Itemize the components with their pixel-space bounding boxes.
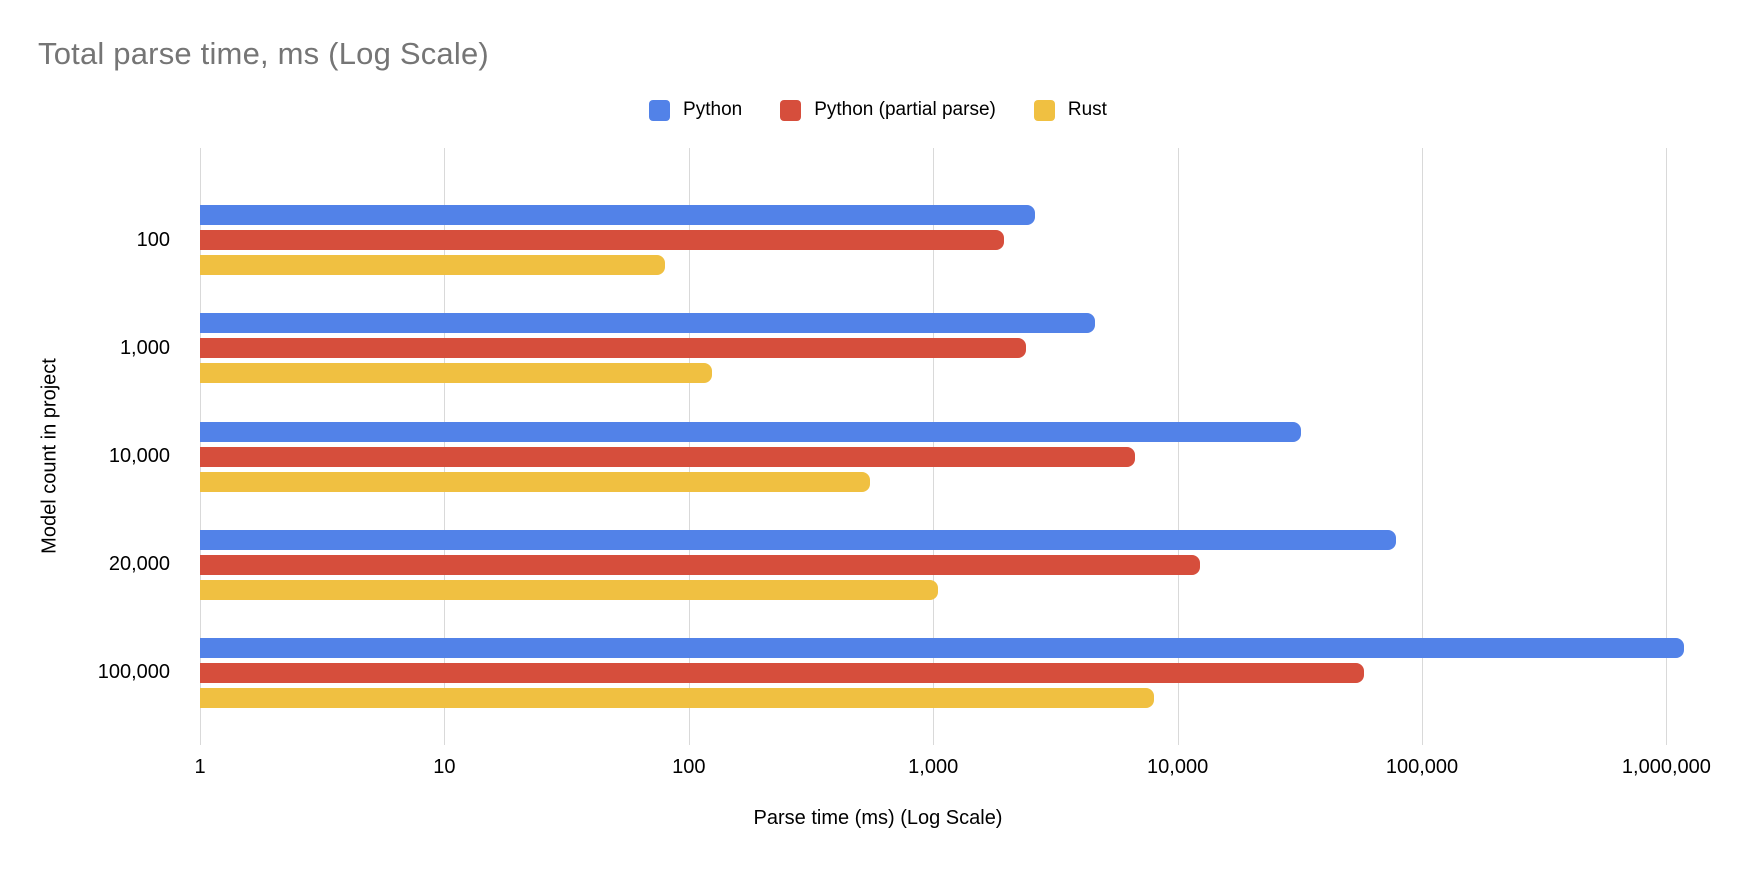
bar-python-10-000[interactable]	[200, 421, 1302, 442]
legend-swatch-icon	[649, 99, 671, 121]
bar-rust-20-000[interactable]	[200, 579, 939, 600]
legend-label: Python (partial parse)	[814, 99, 996, 120]
y-axis-labels: 100 1,000 10,000 20,000 100,000	[0, 186, 170, 727]
x-axis-tick-label: 10,000	[1147, 756, 1209, 778]
bar-python-partial-parse-100-000[interactable]	[200, 662, 1365, 683]
bar-rust-1-000[interactable]	[200, 363, 713, 384]
gridline	[1666, 148, 1668, 745]
bar-group-100	[200, 186, 1740, 294]
legend-label: Rust	[1067, 99, 1107, 120]
bar-python-100-000[interactable]	[200, 637, 1684, 658]
legend-label: Python	[683, 99, 743, 120]
bar-group-10-000	[200, 402, 1740, 510]
x-axis-tick-label: 1,000,000	[1621, 756, 1711, 778]
legend: Python Python (partial parse) Rust	[0, 99, 1756, 121]
gridline	[1422, 148, 1424, 745]
bar-rust-100-000[interactable]	[200, 687, 1154, 708]
bar-python-partial-parse-100[interactable]	[200, 230, 1005, 251]
bar-python-partial-parse-10-000[interactable]	[200, 446, 1136, 467]
bar-group-1-000	[200, 294, 1740, 402]
bar-python-100[interactable]	[200, 205, 1035, 226]
bars-layer	[200, 186, 1740, 727]
legend-item-python[interactable]: Python	[649, 99, 742, 121]
plot-area	[200, 148, 1740, 745]
y-axis-category-label: 100,000	[97, 661, 170, 684]
y-axis-category-label: 10,000	[108, 445, 170, 467]
x-tick-row: 1 10 100 1,000 10,000 100,000 1,000,000	[194, 756, 1740, 782]
x-axis-tick-label: 10	[433, 756, 456, 778]
y-axis-category-label: 100	[136, 228, 170, 251]
chart-title: Total parse time, ms (Log Scale)	[38, 36, 489, 71]
bar-rust-100[interactable]	[200, 255, 666, 276]
bar-python-20-000[interactable]	[200, 529, 1396, 550]
legend-swatch-icon	[780, 99, 802, 121]
gridline	[1177, 148, 1179, 745]
bar-group-100-000	[200, 619, 1740, 727]
bar-group-20-000	[200, 511, 1740, 619]
bar-python-partial-parse-20-000[interactable]	[200, 554, 1200, 575]
y-axis-category-label: 1,000	[119, 336, 170, 359]
x-axis-tick-label: 1	[194, 756, 206, 778]
bar-python-partial-parse-1-000[interactable]	[200, 338, 1027, 359]
x-axis-tick-label: 100,000	[1385, 756, 1459, 778]
legend-item-rust[interactable]: Rust	[1033, 99, 1107, 121]
bar-rust-10-000[interactable]	[200, 471, 870, 492]
x-axis-tick-label: 100	[672, 756, 706, 778]
x-axis-tick-label: 1,000	[908, 756, 959, 778]
legend-swatch-icon	[1033, 99, 1055, 121]
x-axis-title: Parse time (ms) (Log Scale)	[753, 807, 1003, 829]
legend-item-python-partial-parse[interactable]: Python (partial parse)	[780, 99, 996, 121]
y-axis-title: Model count in project	[38, 358, 61, 554]
bar-python-1-000[interactable]	[200, 313, 1096, 334]
y-axis-category-label: 20,000	[108, 553, 170, 576]
